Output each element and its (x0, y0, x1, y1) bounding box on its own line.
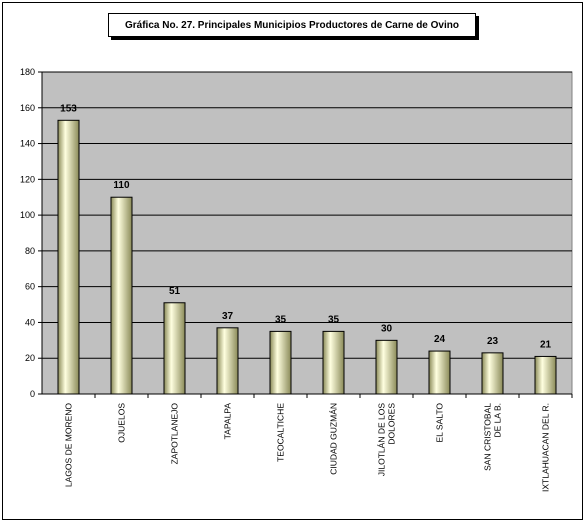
chart-title-box: Gráfica No. 27. Principales Municipios P… (108, 13, 476, 37)
category-label-line: OJUELOS (117, 403, 127, 443)
bars (57, 119, 557, 395)
data-label-1: 153 (60, 103, 77, 114)
y-tick-label-60: 60 (25, 282, 35, 292)
category-label-line: DE LA B. (493, 403, 503, 438)
category-label-1: LAGOS DE MORENO (64, 403, 74, 487)
category-label-line: EL SALTO (435, 403, 445, 443)
y-tick-label-20: 20 (25, 353, 35, 363)
data-label-6: 35 (328, 314, 340, 325)
category-label-line: LAGOS DE MORENO (64, 403, 74, 487)
bar-4 (216, 327, 239, 395)
bar-8 (428, 350, 451, 395)
category-label-line: TAPALPA (223, 403, 233, 440)
data-label-5: 35 (275, 314, 287, 325)
data-label-4: 37 (222, 311, 234, 322)
category-label-6: CIUDAD GUZMÁN (329, 403, 339, 475)
data-label-10: 21 (540, 339, 552, 350)
data-label-2: 110 (113, 180, 130, 191)
bar-10 (534, 355, 557, 395)
category-label-2: OJUELOS (117, 403, 127, 443)
category-label-4: TAPALPA (223, 403, 233, 440)
data-label-3: 51 (169, 286, 181, 297)
bar-7 (375, 339, 398, 395)
y-tick-label-40: 40 (25, 317, 35, 327)
bar-5 (269, 330, 292, 395)
category-label-line: ZAPOTLANEJO (170, 403, 180, 465)
y-tick-label-160: 160 (20, 103, 35, 113)
chart-title: Gráfica No. 27. Principales Municipios P… (125, 19, 459, 31)
bar-1 (57, 119, 80, 395)
category-label-line: DOLORES (387, 403, 397, 445)
data-label-8: 24 (434, 334, 446, 345)
category-label-line: SAN CRISTOBAL (483, 403, 493, 471)
category-label-10: IXTLAHUACAN DEL R. (541, 403, 551, 492)
y-tick-label-140: 140 (20, 139, 35, 149)
category-label-3: ZAPOTLANEJO (170, 403, 180, 465)
data-label-9: 23 (487, 336, 499, 347)
bar-9 (481, 352, 504, 395)
y-tick-label-100: 100 (20, 210, 35, 220)
y-tick-label-180: 180 (20, 67, 35, 77)
y-tick-label-80: 80 (25, 246, 35, 256)
data-label-7: 30 (381, 323, 393, 334)
category-label-line: JILOTLÁN DE LOS (377, 403, 387, 477)
category-label-7: JILOTLÁN DE LOS DOLORES (377, 403, 397, 477)
category-label-9: SAN CRISTOBAL DE LA B. (483, 403, 503, 471)
category-label-line: TEOCALTICHE (276, 403, 286, 462)
y-tick-label-0: 0 (30, 389, 35, 399)
labels: 0 20 40 60 80 100 120 140 160 180 153 LAGOS DE MORE… (20, 67, 552, 492)
category-label-line: CIUDAD GUZMÁN (329, 403, 339, 475)
category-label-line: IXTLAHUACAN DEL R. (541, 403, 551, 492)
category-label-8: EL SALTO (435, 403, 445, 443)
bar-2 (110, 196, 133, 395)
category-label-5: TEOCALTICHE (276, 403, 286, 462)
bar-3 (163, 302, 186, 395)
bar-6 (322, 330, 345, 395)
y-tick-label-120: 120 (20, 174, 35, 184)
